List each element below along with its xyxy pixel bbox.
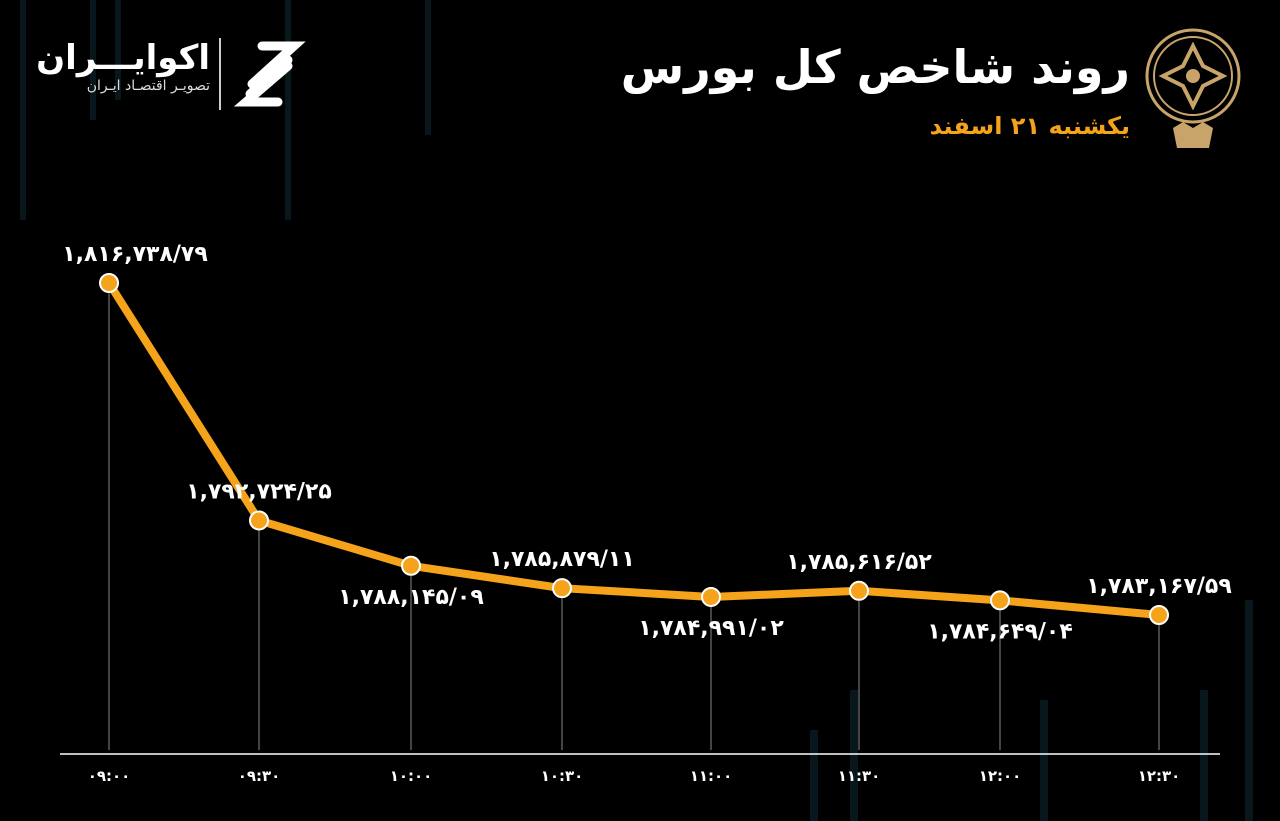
decorative-bar [115,0,121,100]
x-tick-label: ۱۱:۳۰ [838,767,881,785]
decorative-bar [90,0,96,120]
chart-subtitle: یکشنبه ۲۱ اسفند [929,112,1130,140]
data-label: ۱,۷۸۴,۶۴۹/۰۴ [927,619,1073,644]
data-point [401,555,421,576]
data-label: ۱,۷۸۵,۸۷۹/۱۱ [489,547,635,572]
decorative-bar [850,690,858,821]
x-tick-label: ۱۰:۰۰ [390,767,433,785]
brand-tagline: تصویـر اقتصـاد ایـران [86,78,210,94]
data-point [1149,605,1169,625]
data-label: ۱,۷۹۲,۷۲۴/۲۵ [186,479,332,504]
x-tick-label: ۱۲:۳۰ [1138,767,1181,785]
stock-exchange-emblem-icon [1145,28,1241,148]
decorative-bar [1245,600,1253,821]
brand-logo-icon [233,41,306,107]
x-tick-label: ۱۱:۰۰ [690,767,733,785]
decorative-bar [20,0,26,220]
data-point [849,580,869,601]
data-point [249,510,269,531]
brand-name: اکوایـــران [36,38,210,78]
brand-divider [219,38,221,110]
x-tick-label: ۰۹:۰۰ [88,767,131,785]
series-line [105,280,1160,619]
decorative-bar [810,730,818,821]
chart-title: روند شاخص کل بورس [620,40,1130,94]
data-label: ۱,۷۸۳,۱۶۷/۵۹ [1086,574,1232,599]
x-tick-label: ۱۰:۳۰ [541,767,584,785]
decorative-bar [285,0,291,220]
data-point [552,578,572,599]
data-point [701,586,721,607]
data-label: ۱,۷۸۸,۱۴۵/۰۹ [338,585,484,610]
data-label: ۱,۷۸۴,۹۹۱/۰۲ [638,616,784,641]
data-point [990,590,1010,611]
data-point [99,273,119,293]
x-tick-label: ۱۲:۰۰ [979,767,1022,785]
decorative-bar [1040,700,1048,821]
data-label: ۱,۷۸۵,۶۱۶/۵۲ [786,550,932,575]
brand: اکوایـــران تصویـر اقتصـاد ایـران [36,38,210,94]
decorative-bar [1200,690,1208,821]
data-label: ۱,۸۱۶,۷۳۸/۷۹ [62,242,208,267]
x-tick-label: ۰۹:۳۰ [238,767,281,785]
decorative-bar [425,0,431,135]
